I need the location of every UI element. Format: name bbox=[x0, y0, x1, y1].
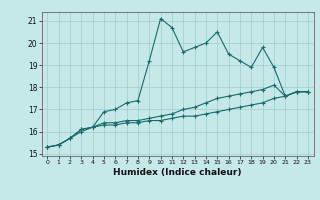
X-axis label: Humidex (Indice chaleur): Humidex (Indice chaleur) bbox=[113, 168, 242, 177]
